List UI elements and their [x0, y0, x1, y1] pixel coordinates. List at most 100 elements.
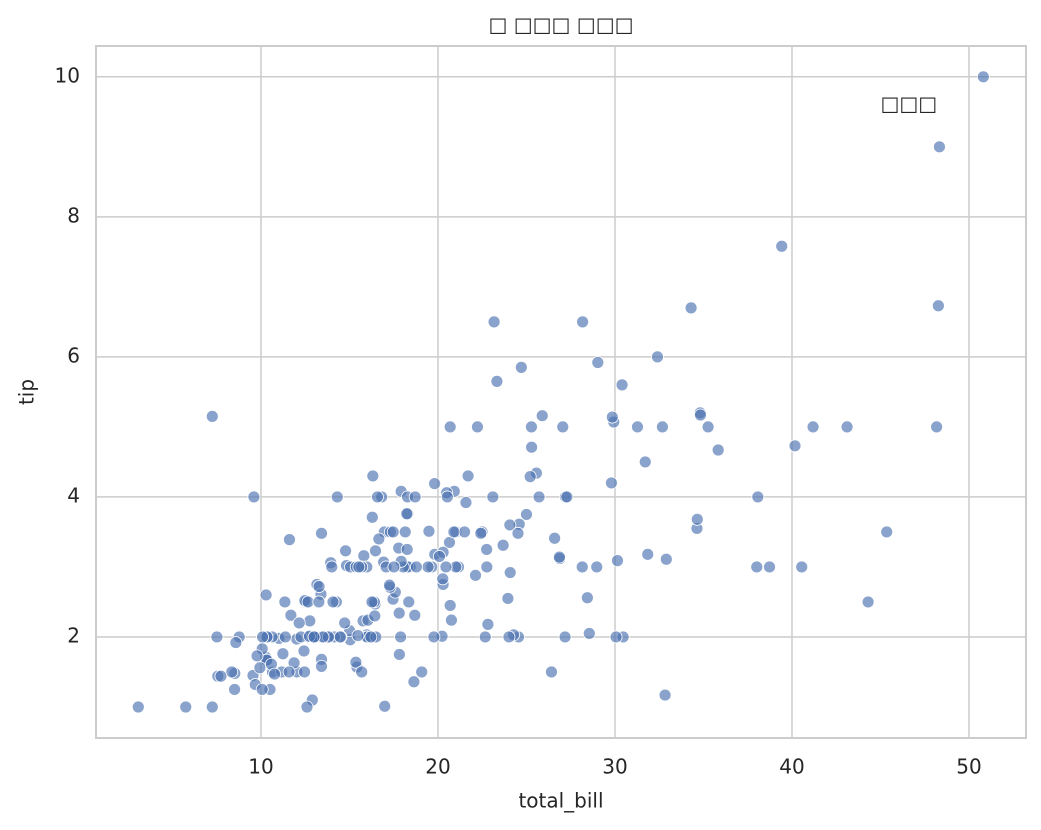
point	[427, 630, 441, 644]
point	[372, 532, 386, 546]
point	[214, 669, 228, 683]
point	[421, 560, 435, 574]
point	[349, 655, 363, 669]
point	[392, 606, 406, 620]
point	[535, 409, 549, 423]
y-tick-label: 6	[67, 343, 80, 367]
y-tick-label: 2	[67, 623, 80, 647]
point	[511, 526, 525, 540]
point	[298, 665, 311, 679]
point	[250, 649, 264, 663]
point	[256, 630, 269, 644]
point	[788, 439, 802, 453]
point	[357, 549, 371, 563]
point	[282, 665, 296, 679]
point	[525, 440, 539, 454]
point	[179, 700, 193, 714]
point	[228, 683, 241, 696]
point	[443, 599, 457, 612]
point	[532, 490, 546, 504]
point	[409, 560, 423, 574]
point	[268, 667, 282, 681]
points	[131, 70, 990, 714]
point	[615, 378, 629, 392]
point	[651, 350, 664, 364]
point	[292, 616, 306, 630]
point	[795, 560, 809, 574]
point	[312, 595, 326, 609]
point	[259, 588, 273, 602]
point	[658, 688, 672, 702]
y-tick-label: 10	[55, 63, 80, 87]
point	[307, 630, 321, 644]
point	[400, 543, 414, 556]
point	[407, 675, 421, 689]
point	[443, 420, 457, 434]
point	[525, 420, 538, 434]
point	[605, 476, 618, 490]
x-tick-label: 50	[956, 755, 981, 779]
point	[315, 526, 328, 540]
x-tick-label: 40	[779, 755, 804, 779]
point	[575, 560, 589, 574]
point	[365, 510, 379, 524]
point	[398, 525, 412, 539]
point	[976, 70, 990, 84]
point	[439, 560, 453, 574]
point	[503, 518, 517, 532]
point	[300, 700, 314, 714]
point	[763, 560, 776, 574]
point	[930, 420, 944, 434]
point	[210, 630, 224, 644]
point	[931, 299, 945, 313]
point	[523, 470, 537, 484]
point	[415, 665, 429, 679]
point	[366, 469, 380, 483]
point	[933, 140, 946, 154]
point	[378, 699, 392, 713]
point	[471, 420, 484, 434]
point	[428, 477, 442, 491]
point	[750, 560, 764, 574]
point	[659, 552, 673, 566]
point	[278, 595, 292, 609]
point	[283, 533, 296, 547]
point	[458, 525, 471, 539]
point	[333, 630, 347, 644]
point	[880, 525, 894, 539]
point	[205, 700, 219, 714]
point	[386, 525, 400, 539]
point	[751, 490, 765, 504]
annotation: □□□	[880, 91, 937, 115]
y-tick-label: 8	[67, 203, 80, 227]
point	[684, 301, 698, 315]
point	[352, 560, 366, 574]
point	[447, 525, 461, 539]
point	[638, 455, 652, 469]
point	[312, 580, 326, 593]
point	[501, 592, 515, 605]
point	[408, 490, 422, 504]
x-tick-label: 20	[425, 755, 450, 779]
point	[576, 315, 589, 329]
point	[481, 617, 495, 631]
point	[711, 443, 725, 457]
point	[351, 629, 365, 642]
point	[461, 469, 475, 483]
point	[545, 665, 558, 679]
point	[840, 420, 854, 434]
point	[590, 560, 604, 574]
point	[253, 661, 267, 675]
point	[225, 665, 239, 679]
point	[861, 595, 875, 609]
point	[558, 630, 572, 644]
x-tick-label: 30	[602, 755, 627, 779]
point	[605, 410, 619, 424]
x-axis-label: total_bill	[518, 789, 603, 813]
point	[701, 420, 715, 434]
point	[408, 608, 422, 622]
point	[325, 560, 339, 574]
point	[806, 420, 820, 434]
point	[609, 630, 623, 644]
